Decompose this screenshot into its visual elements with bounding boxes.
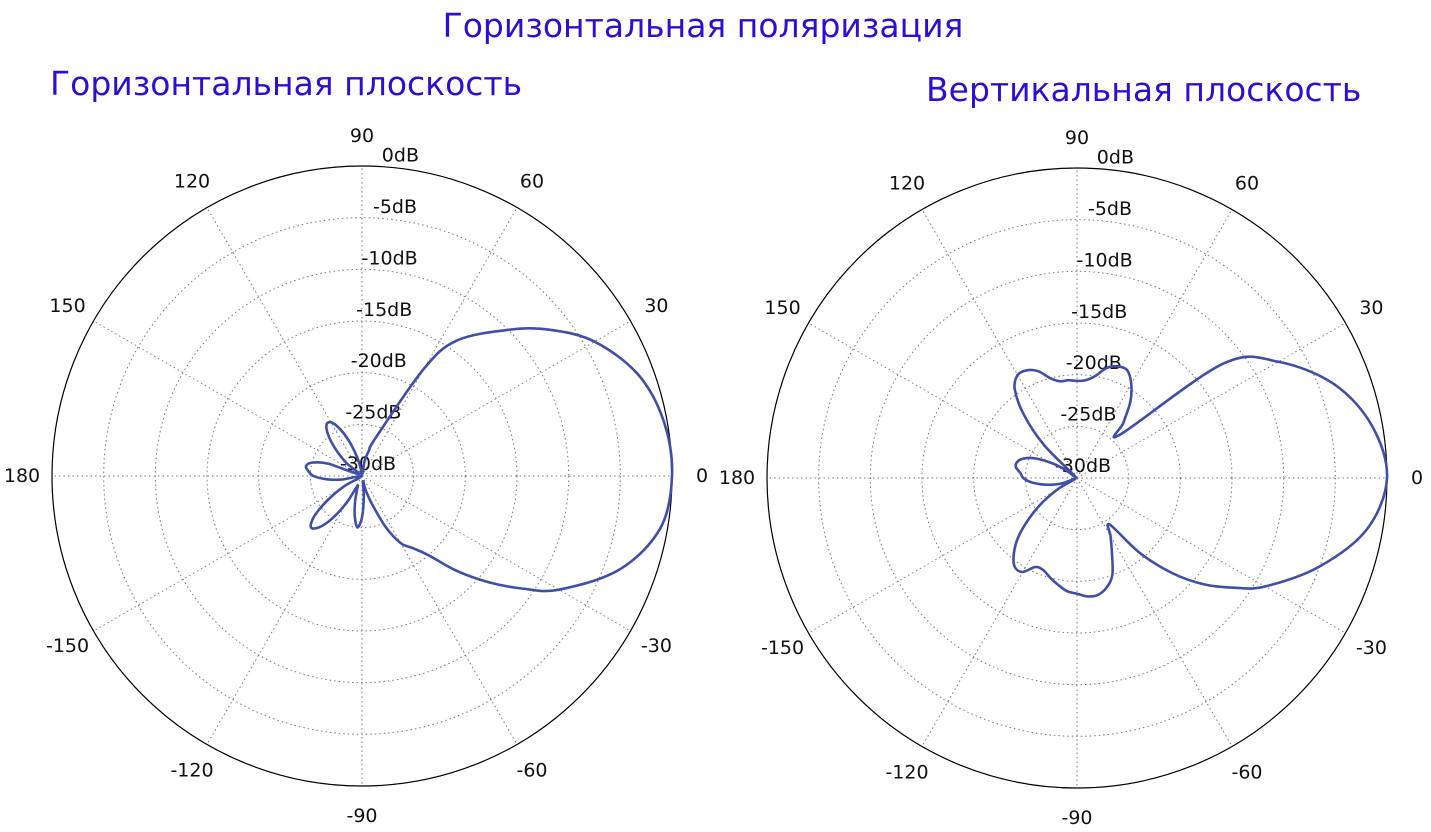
angle-tick-label: -60 [1231, 761, 1262, 783]
angle-tick-label: 150 [764, 297, 800, 319]
radial-tick-label: -5dB [373, 196, 417, 218]
angle-tick-label: 90 [1065, 127, 1089, 149]
radial-grid-circle [973, 374, 1181, 582]
angle-tick-label: -150 [761, 637, 804, 659]
radial-tick-label: -20dB [1066, 352, 1122, 374]
angle-tick-label: -120 [885, 761, 928, 783]
radial-tick-label: -10dB [1077, 249, 1133, 271]
angle-tick-label: -30 [641, 635, 672, 657]
angle-tick-label: 120 [174, 171, 210, 193]
radial-tick-label: -15dB [356, 299, 412, 321]
radial-tick-label: -20dB [351, 350, 407, 372]
angle-tick-label: -30 [1356, 637, 1387, 659]
angle-tick-label: 90 [350, 125, 374, 147]
radial-grid-circle [309, 423, 415, 529]
angle-tick-label: 60 [1235, 173, 1259, 195]
radial-tick-label: 0dB [382, 145, 419, 167]
radial-grid-circle [818, 219, 1336, 737]
radiation-pattern-line [304, 327, 674, 593]
radial-grid-circle [869, 270, 1285, 686]
angle-tick-label: -150 [46, 635, 89, 657]
angle-tick-label: 0 [1411, 467, 1423, 489]
angle-tick-label: 30 [1359, 297, 1383, 319]
angle-tick-label: 30 [644, 295, 668, 317]
angle-tick-label: 150 [49, 295, 85, 317]
polar-chart-horizontal-plane: 0 30 60 90 120 150 180 -150 -120 -90 -60 -30 0dB -5dB… [4, 125, 708, 827]
angle-tick-label: -90 [346, 805, 377, 827]
angular-grid-line [206, 207, 363, 477]
angle-tick-label: -60 [516, 759, 547, 781]
radial-tick-label: -15dB [1071, 301, 1127, 323]
left-chart-title: Горизонтальная плоскость [50, 64, 523, 103]
radial-grid-circle [206, 320, 518, 632]
angle-tick-label: 180 [4, 465, 40, 487]
radial-tick-label: 0dB [1097, 147, 1134, 169]
angle-tick-label: 60 [520, 171, 544, 193]
angle-tick-label: 180 [719, 467, 755, 489]
radial-grid-circle [103, 217, 621, 735]
angle-tick-label: 0 [696, 465, 708, 487]
angular-grid-line [921, 209, 1078, 479]
page-title: Горизонтальная поляризация [442, 6, 964, 45]
radial-tick-label: -10dB [362, 247, 418, 269]
angle-tick-label: 120 [889, 173, 925, 195]
radial-tick-label: -5dB [1088, 198, 1132, 220]
polar-chart-vertical-plane: 0 30 60 90 120 150 180 -150 -120 -90 -60 -30 0dB -5dB… [719, 127, 1423, 829]
radial-tick-label: -25dB [1060, 404, 1116, 426]
radial-grid-circle [921, 322, 1233, 634]
radiation-pattern-line [1012, 355, 1389, 598]
angle-tick-label: -120 [170, 759, 213, 781]
radial-grid-circle [258, 372, 466, 580]
right-chart-title: Вертикальная плоскость [926, 70, 1362, 109]
radial-grid-circle [154, 268, 570, 684]
angle-tick-label: -90 [1061, 807, 1092, 829]
